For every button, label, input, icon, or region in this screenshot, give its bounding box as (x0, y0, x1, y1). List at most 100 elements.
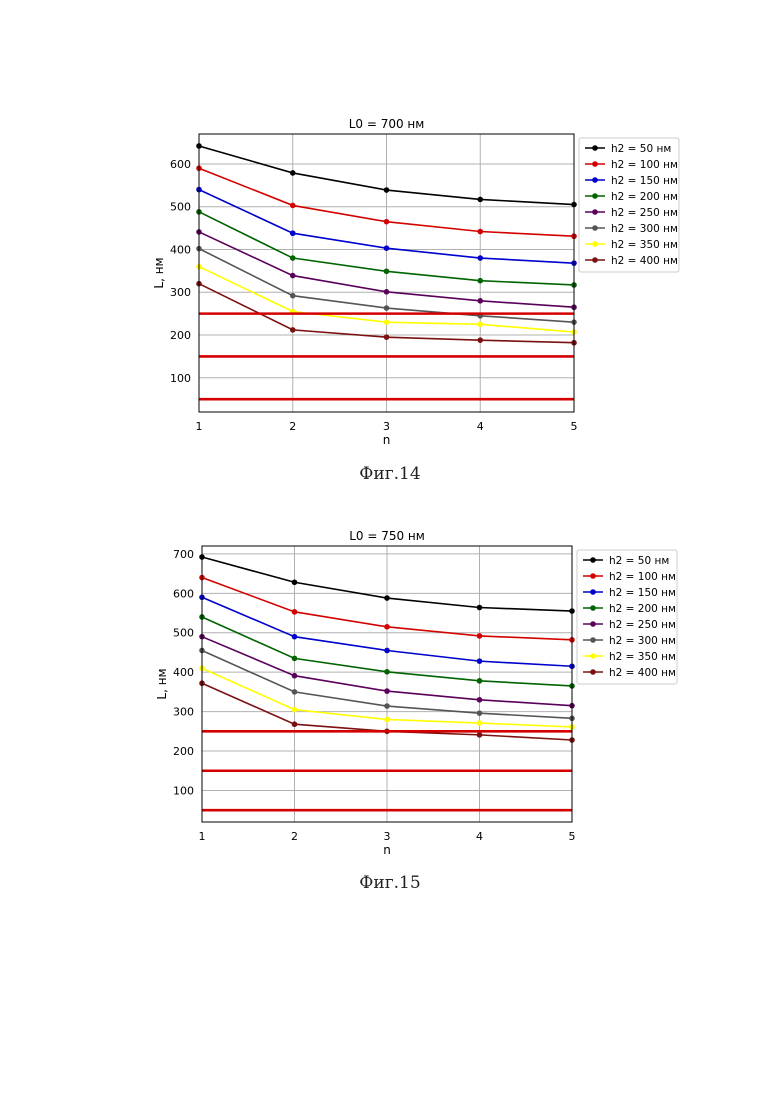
data-point-h2-8 (290, 327, 296, 333)
legend-label: h2 = 100 нм (611, 159, 678, 171)
data-point-h2-5 (477, 697, 483, 703)
legend-label: h2 = 300 нм (611, 223, 678, 235)
figure-caption-14: Фиг.14 (0, 464, 780, 484)
y-tick-label: 200 (173, 745, 194, 758)
y-tick-label: 700 (173, 548, 194, 561)
legend-label: h2 = 350 нм (609, 651, 676, 663)
data-point-h2-8 (384, 334, 390, 340)
data-point-h2-8 (292, 721, 298, 727)
figure-15-chart: 12345100200300400500600700nL, нмL0 = 750… (0, 520, 780, 862)
legend-swatch-marker (592, 209, 598, 215)
legend-swatch-marker (592, 161, 598, 167)
data-point-h2-3 (477, 255, 483, 261)
legend-label: h2 = 150 нм (611, 175, 678, 187)
figure-caption-15: Фиг.15 (0, 873, 780, 893)
legend-label: h2 = 200 нм (611, 191, 678, 203)
data-point-h2-3 (477, 658, 483, 664)
data-point-h2-4 (384, 669, 390, 675)
legend-swatch-marker (590, 669, 596, 675)
data-point-h2-3 (290, 230, 296, 236)
y-tick-label: 100 (170, 372, 191, 385)
data-point-h2-8 (477, 732, 483, 738)
legend-swatch-marker (592, 177, 598, 183)
x-axis-title: n (383, 843, 391, 857)
x-axis-title: n (383, 433, 391, 447)
data-point-h2-1 (292, 579, 298, 585)
data-point-h2-5 (290, 273, 296, 279)
legend-label: h2 = 200 нм (609, 603, 676, 615)
chart-svg-l0-750: 12345100200300400500600700nL, нмL0 = 750… (0, 520, 780, 862)
data-point-h2-2 (477, 633, 483, 639)
data-point-h2-5 (384, 289, 390, 295)
legend-label: h2 = 400 нм (611, 255, 678, 267)
figure-14-chart: 12345100200300400500600nL, нмL0 = 700 нм… (0, 108, 780, 448)
x-tick-label: 1 (199, 830, 206, 843)
data-point-h2-8 (477, 337, 483, 343)
x-tick-label: 5 (571, 420, 578, 433)
legend-swatch-marker (590, 573, 596, 579)
legend-swatch-marker (590, 653, 596, 659)
legend-swatch-marker (590, 605, 596, 611)
data-point-h2-2 (477, 229, 483, 235)
data-point-h2-6 (384, 305, 390, 311)
y-tick-label: 600 (170, 158, 191, 171)
data-point-h2-1 (290, 170, 296, 176)
data-point-h2-4 (384, 268, 390, 274)
y-tick-label: 100 (173, 784, 194, 797)
data-point-h2-1 (384, 187, 390, 193)
legend-swatch-marker (590, 589, 596, 595)
legend-swatch-marker (590, 637, 596, 643)
y-tick-label: 500 (170, 201, 191, 214)
x-tick-label: 3 (383, 420, 390, 433)
data-point-h2-6 (290, 293, 296, 299)
legend-swatch-marker (590, 557, 596, 563)
data-point-h2-7 (292, 707, 298, 713)
x-tick-label: 5 (569, 830, 576, 843)
data-point-h2-3 (292, 634, 298, 640)
chart-title: L0 = 700 нм (349, 117, 425, 131)
legend-label: h2 = 400 нм (609, 667, 676, 679)
data-point-h2-4 (477, 278, 483, 284)
data-point-h2-2 (292, 609, 298, 615)
y-axis-title: L, нм (155, 668, 169, 699)
y-tick-label: 200 (170, 329, 191, 342)
x-tick-label: 4 (477, 420, 484, 433)
data-point-h2-7 (477, 322, 483, 328)
data-point-h2-1 (384, 595, 390, 601)
x-tick-label: 4 (476, 830, 483, 843)
data-point-h2-4 (477, 678, 483, 684)
data-point-h2-2 (384, 219, 390, 225)
data-point-h2-1 (477, 605, 483, 611)
x-tick-label: 2 (291, 830, 298, 843)
y-tick-label: 500 (173, 627, 194, 640)
data-point-h2-3 (384, 245, 390, 251)
legend-swatch-marker (590, 621, 596, 627)
legend-swatch-marker (592, 225, 598, 231)
data-point-h2-5 (477, 298, 483, 304)
legend-swatch-marker (592, 241, 598, 247)
data-point-h2-4 (292, 656, 298, 662)
data-point-h2-7 (384, 319, 390, 325)
legend-label: h2 = 300 нм (609, 635, 676, 647)
y-tick-label: 300 (173, 706, 194, 719)
chart-svg-l0-700: 12345100200300400500600nL, нмL0 = 700 нм… (0, 108, 780, 448)
x-tick-label: 1 (196, 420, 203, 433)
legend-swatch-marker (592, 193, 598, 199)
legend-label: h2 = 250 нм (609, 619, 676, 631)
legend-label: h2 = 250 нм (611, 207, 678, 219)
y-tick-label: 400 (170, 243, 191, 256)
legend-label: h2 = 100 нм (609, 571, 676, 583)
y-axis-title: L, нм (152, 257, 166, 288)
legend-label: h2 = 150 нм (609, 587, 676, 599)
data-point-h2-7 (384, 717, 390, 723)
data-point-h2-5 (384, 688, 390, 694)
chart-title: L0 = 750 нм (349, 529, 425, 543)
data-point-h2-7 (477, 720, 483, 726)
legend-label: h2 = 50 нм (609, 555, 669, 567)
data-point-h2-3 (384, 648, 390, 654)
data-point-h2-2 (384, 624, 390, 630)
legend-label: h2 = 50 нм (611, 143, 671, 155)
legend-swatch-marker (592, 145, 598, 151)
y-tick-label: 300 (170, 286, 191, 299)
y-tick-label: 600 (173, 587, 194, 600)
